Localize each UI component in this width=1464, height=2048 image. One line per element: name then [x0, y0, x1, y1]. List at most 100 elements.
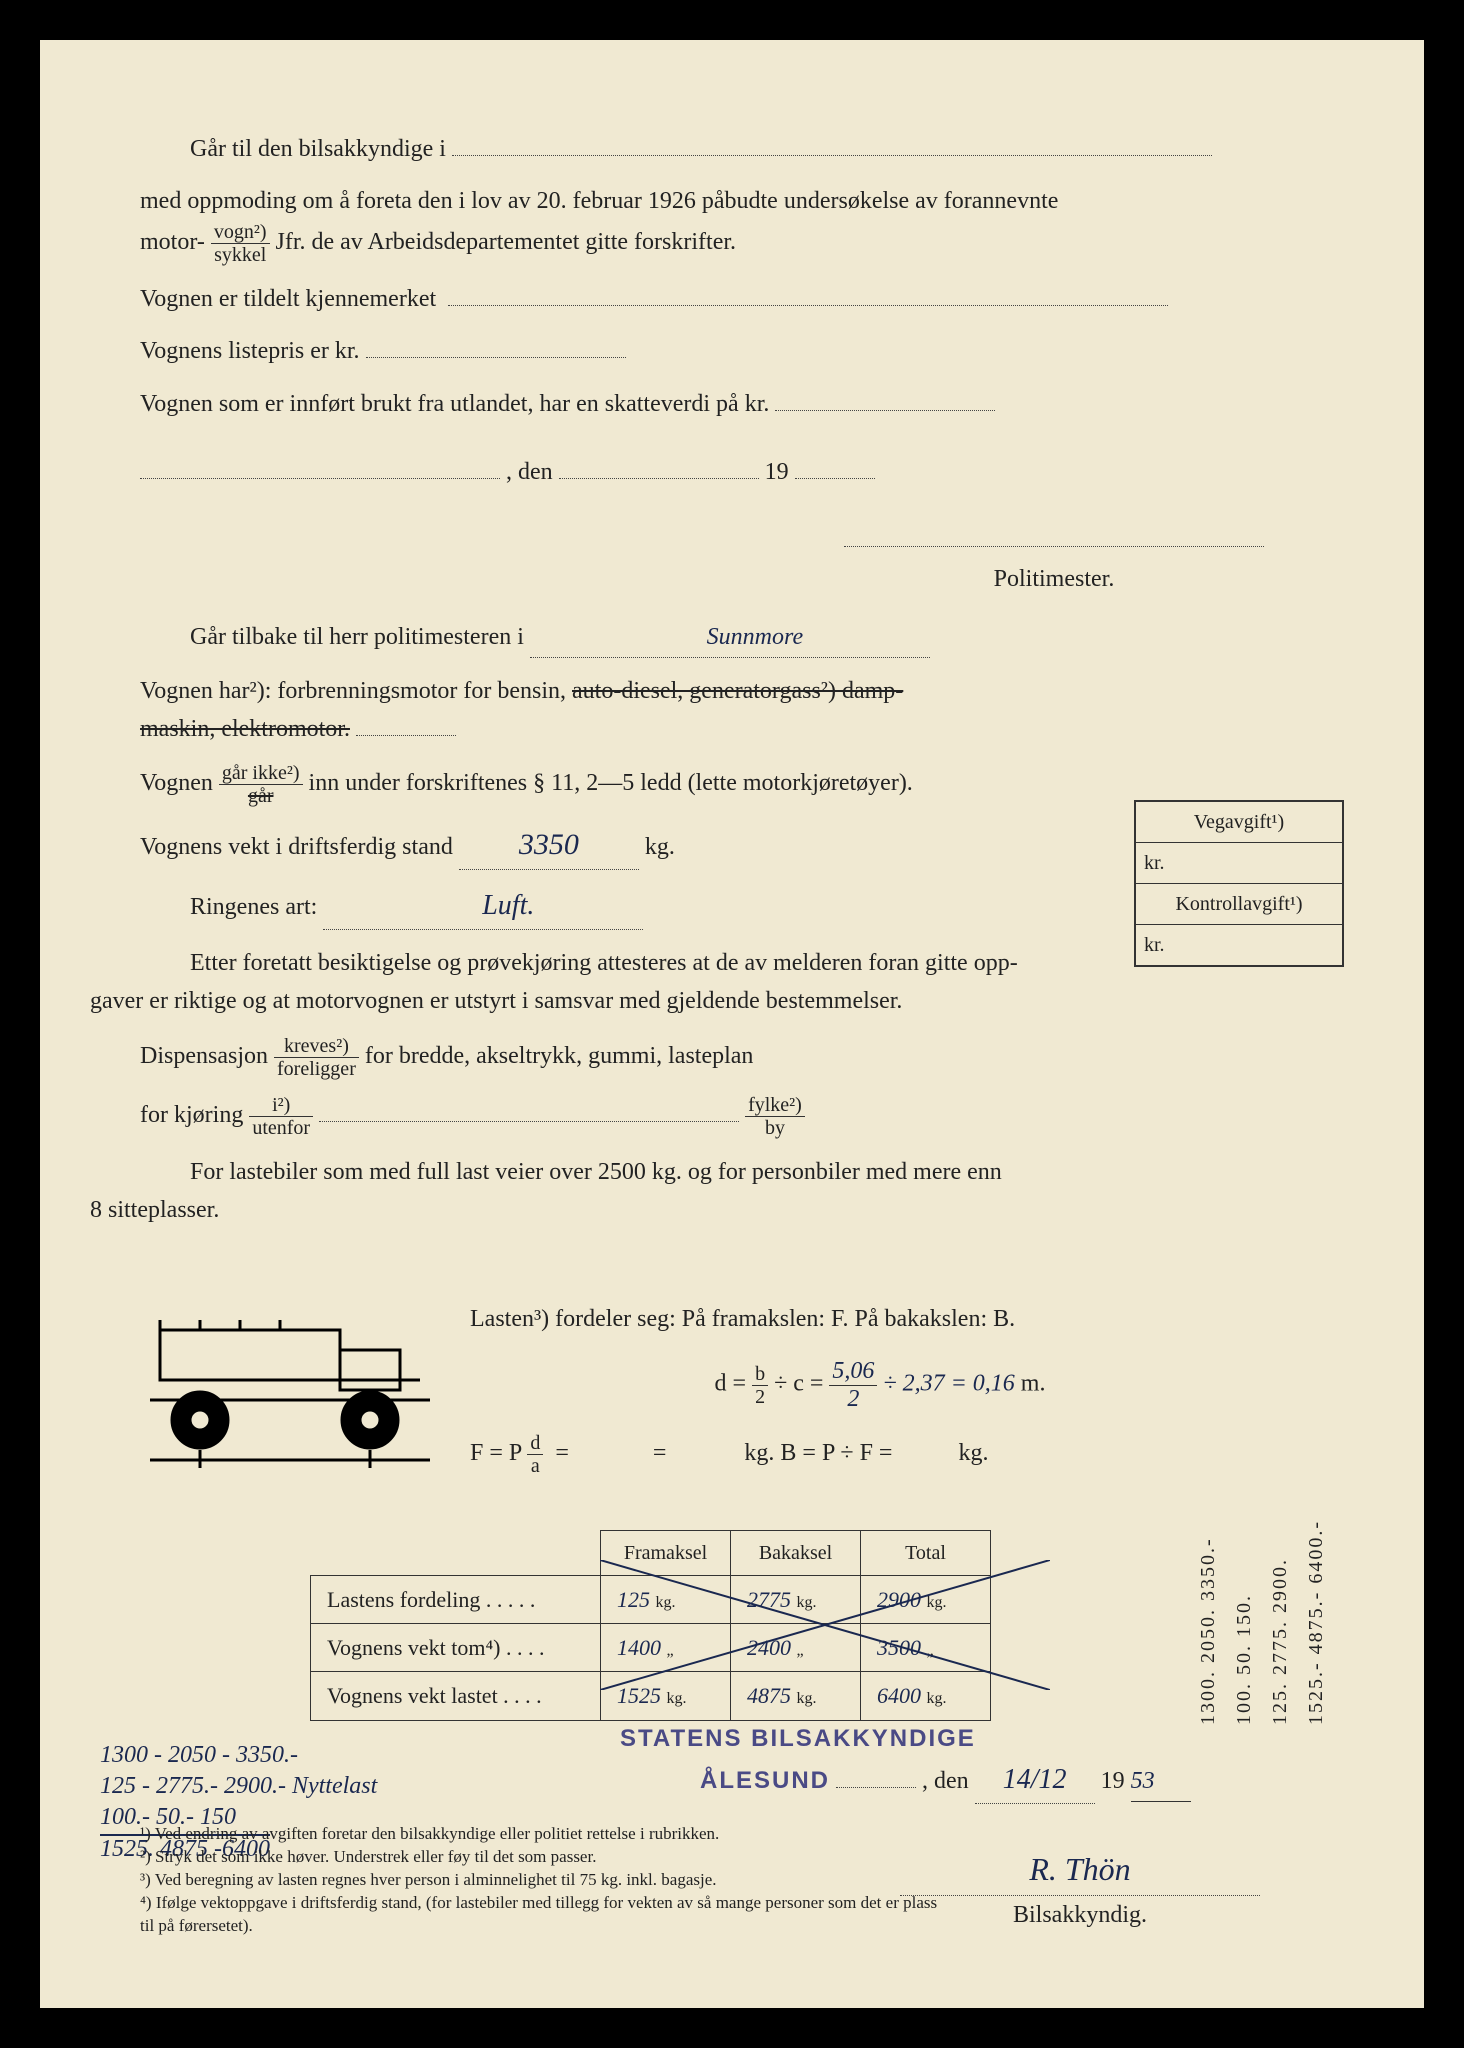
handwritten-calc: 125 - 2775.- 2900.- Nyttelast [100, 1771, 377, 1802]
cell: 2400 „ [731, 1624, 861, 1672]
numerator: vogn²) [211, 221, 270, 244]
blank-field [319, 1121, 739, 1122]
side-calculations: 1300. 2050. 3350.- 100. 50. 150. 125. 27… [1190, 1520, 1334, 1725]
text: Vognen som er innført brukt fra utlandet… [140, 391, 769, 417]
filled-field: 3350 [459, 821, 639, 870]
denominator: by [745, 1117, 805, 1139]
text: 1300. 2050. 3350.- 100. 50. 150. 125. 27… [1197, 1520, 1327, 1725]
text: Dispensasjon [140, 1043, 274, 1069]
handwritten: 2775 [747, 1587, 791, 1612]
numerator: kreves²) [274, 1035, 359, 1058]
text: gaver er riktige og at motorvognen er ut… [90, 988, 902, 1014]
unit: „ [927, 1642, 934, 1659]
handwritten: 1400 [617, 1635, 661, 1660]
handwritten: 2900 [877, 1587, 921, 1612]
text: ÷ c = [774, 1371, 829, 1397]
col-header: Bakaksel [731, 1531, 861, 1576]
formula-block: Lasten³) fordeler seg: På framakslen: F.… [470, 1300, 1290, 1477]
struck-text: maskin, elektromotor. [140, 716, 350, 742]
handwritten: 3500 [877, 1635, 921, 1660]
stamp-line: STATENS BILSAKKYNDIGE ÅLESUND , den 14/1… [620, 1720, 1260, 1804]
table-row: Lastens fordeling . . . . . 125 kg. 2775… [311, 1576, 991, 1624]
table-row: Vognens vekt tom⁴) . . . . 1400 „ 2400 „… [311, 1624, 991, 1672]
fraction-hand-506: 5,06 2 [829, 1358, 877, 1412]
text: Vognens vekt i driftsferdig stand [140, 834, 453, 860]
line-kjennemerket: Vognen er tildelt kjennemerket [140, 280, 1344, 318]
text: For lastebiler som med full last veier o… [190, 1159, 1002, 1185]
fraction-gar: går ikke²) går [219, 762, 303, 807]
handwritten: Sunnmore [707, 624, 803, 650]
truck-diagram-icon [140, 1310, 440, 1470]
blank-field [452, 155, 1212, 156]
footnote: til på førersetet). [140, 1915, 1320, 1938]
footnote: ¹) Ved endring av avgiften foretar den b… [140, 1823, 1320, 1846]
text: for kjøring [140, 1102, 249, 1128]
text: 8 sitteplasser. [90, 1197, 219, 1223]
text: Vognen [140, 770, 219, 796]
blank-field [844, 546, 1264, 547]
date-line-1: , den 19 [140, 453, 1344, 491]
denominator: utenfor [249, 1117, 313, 1139]
text: d = [715, 1371, 753, 1397]
fraction-d-a: d a [527, 1432, 543, 1477]
text: Går til den bilsakkyndige i [190, 136, 446, 162]
text: = = kg. B = P ÷ F = kg. [549, 1440, 988, 1466]
handwritten: 2400 [747, 1635, 791, 1660]
footnote: ²) Stryk det som ikke høver. Understrek … [140, 1846, 1320, 1869]
row-label: Vognens vekt lastet . . . . [311, 1672, 601, 1720]
text: , den [506, 459, 553, 485]
vognen-har-line: Vognen har²): forbrenningsmotor for bens… [140, 672, 1100, 749]
handwritten: 4875 [747, 1683, 791, 1708]
lastebiler-para: For lastebiler som med full last veier o… [140, 1153, 1344, 1230]
blank-field [559, 478, 759, 479]
cell: 2775 kg. [731, 1576, 861, 1624]
line-bilsakkyndige: Går til den bilsakkyndige i [140, 130, 1344, 168]
numerator: 5,06 [829, 1358, 877, 1385]
blank-field [448, 305, 1168, 306]
kjoring-line: for kjøring i²) utenfor fylke²) by [140, 1094, 1344, 1139]
fraction-kreves: kreves²) foreligger [274, 1035, 359, 1080]
stamp-text: STATENS BILSAKKYNDIGE [620, 1725, 976, 1752]
weight-table: Framaksel Bakaksel Total Lastens fordeli… [310, 1530, 991, 1721]
text: Vognen har²): forbrenningsmotor for bens… [140, 678, 572, 704]
stamp-text: ÅLESUND [700, 1767, 830, 1794]
cell: 1400 „ [601, 1624, 731, 1672]
fee-label: Kontrollavgift¹) [1136, 884, 1342, 925]
table-header-row: Framaksel Bakaksel Total [311, 1531, 991, 1576]
handwritten: Luft. [482, 890, 534, 921]
fraction-vogn-sykkel: vogn²) sykkel [211, 221, 270, 266]
denominator: foreligger [274, 1058, 359, 1080]
cell: 3500 „ [861, 1624, 991, 1672]
denominator: a [527, 1455, 543, 1477]
text: kg. [645, 834, 675, 860]
fraction-i-utenfor: i²) utenfor [249, 1094, 313, 1139]
fee-value: kr. [1136, 925, 1342, 965]
numerator: b [752, 1363, 768, 1386]
body-1: med oppmoding om å foreta den i lov av 2… [140, 182, 1344, 265]
text: inn under forskriftenes § 11, 2—5 ledd (… [309, 770, 913, 796]
denominator: går [219, 785, 303, 807]
text: Vognens listepris er kr. [140, 338, 360, 364]
text: Lasten³) fordeler seg: På framakslen: F.… [470, 1300, 1290, 1338]
numerator: d [527, 1432, 543, 1455]
cell: 6400 kg. [861, 1672, 991, 1720]
blank-field [356, 735, 456, 736]
text: Vognen er tildelt kjennemerket [140, 286, 436, 312]
cell: 1525 kg. [601, 1672, 731, 1720]
line-listepris: Vognens listepris er kr. [140, 332, 1344, 370]
filled-field: Luft. [323, 884, 643, 930]
politimester-line: Politimester. [140, 521, 1264, 598]
handwritten: 125 [617, 1587, 650, 1612]
formula-d: d = b 2 ÷ c = 5,06 2 ÷ 2,37 = 0,16 m. [470, 1358, 1290, 1412]
fee-box: Vegavgift¹) kr. Kontrollavgift¹) kr. [1134, 800, 1344, 967]
label: Politimester. [844, 560, 1264, 598]
text: Etter foretatt besiktigelse og prøvekjør… [190, 950, 1018, 976]
table-row: Vognens vekt lastet . . . . 1525 kg. 487… [311, 1672, 991, 1720]
blank-field [140, 478, 500, 479]
blank-field [775, 410, 995, 411]
cell: 4875 kg. [731, 1672, 861, 1720]
text: F = P [470, 1440, 527, 1466]
unit: kg. [667, 1690, 687, 1707]
blank-field [836, 1787, 916, 1788]
text: med oppmoding om å foreta den i lov av 2… [140, 188, 1058, 214]
